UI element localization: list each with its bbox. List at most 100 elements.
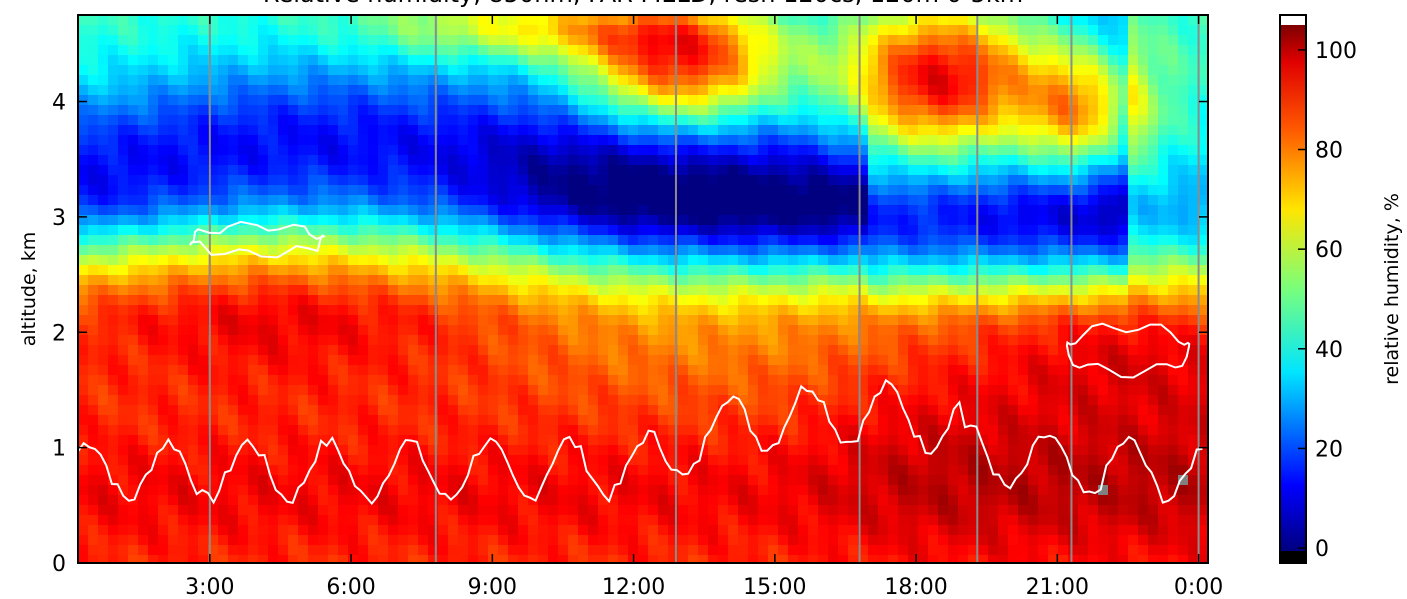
heatmap-cell bbox=[158, 365, 169, 376]
heatmap-cell bbox=[88, 65, 99, 76]
heatmap-cell bbox=[788, 315, 799, 326]
heatmap-cell bbox=[308, 15, 319, 26]
heatmap-cell bbox=[508, 455, 519, 466]
heatmap-cell bbox=[138, 535, 149, 546]
heatmap-cell bbox=[578, 155, 589, 166]
heatmap-cell bbox=[538, 245, 549, 256]
heatmap-cell bbox=[328, 475, 339, 486]
heatmap-cell bbox=[678, 555, 689, 563]
heatmap-cell bbox=[188, 305, 199, 316]
heatmap-cell bbox=[268, 85, 279, 96]
heatmap-cell bbox=[908, 75, 919, 86]
heatmap-cell bbox=[888, 65, 899, 76]
heatmap-cell bbox=[298, 285, 309, 296]
heatmap-cell bbox=[218, 405, 229, 416]
heatmap-cell bbox=[578, 205, 589, 216]
heatmap-cell bbox=[798, 135, 809, 146]
heatmap-cell bbox=[728, 435, 739, 446]
heatmap-cell bbox=[278, 205, 289, 216]
heatmap-cell bbox=[108, 165, 119, 176]
heatmap-cell bbox=[148, 65, 159, 76]
heatmap-cell bbox=[928, 65, 939, 76]
heatmap-cell bbox=[98, 465, 109, 476]
heatmap-cell bbox=[618, 125, 629, 136]
heatmap-cell bbox=[858, 105, 869, 116]
heatmap-cell bbox=[568, 495, 579, 506]
heatmap-cell bbox=[88, 355, 99, 366]
heatmap-cell bbox=[108, 85, 119, 96]
heatmap-cell bbox=[78, 355, 89, 366]
heatmap-cell bbox=[208, 125, 219, 136]
heatmap-cell bbox=[138, 65, 149, 76]
heatmap-cell bbox=[218, 495, 229, 506]
heatmap-cell bbox=[158, 335, 169, 346]
heatmap-cell bbox=[98, 305, 109, 316]
heatmap-cell bbox=[568, 15, 579, 26]
heatmap-cell bbox=[518, 25, 529, 36]
heatmap-cell bbox=[948, 395, 959, 406]
heatmap-cell bbox=[318, 545, 329, 556]
heatmap-cell bbox=[118, 305, 129, 316]
heatmap-cell bbox=[608, 155, 619, 166]
heatmap-cell bbox=[628, 545, 639, 556]
heatmap-cell bbox=[608, 535, 619, 546]
heatmap-cell bbox=[758, 125, 769, 136]
heatmap-cell bbox=[288, 325, 299, 336]
heatmap-cell bbox=[98, 335, 109, 346]
heatmap-cell bbox=[868, 335, 879, 346]
heatmap-cell bbox=[578, 355, 589, 366]
heatmap-cell bbox=[478, 285, 489, 296]
heatmap-cell bbox=[328, 345, 339, 356]
heatmap-cell bbox=[888, 485, 899, 496]
heatmap-cell bbox=[118, 75, 129, 86]
heatmap-cell bbox=[818, 285, 829, 296]
heatmap-cell bbox=[538, 535, 549, 546]
heatmap-cell bbox=[908, 165, 919, 176]
heatmap-cell bbox=[148, 395, 159, 406]
heatmap-cell bbox=[578, 335, 589, 346]
heatmap-cell bbox=[508, 375, 519, 386]
heatmap-cell bbox=[378, 235, 389, 246]
heatmap-cell bbox=[318, 425, 329, 436]
heatmap-cell bbox=[108, 305, 119, 316]
heatmap-cell bbox=[428, 545, 439, 556]
heatmap-cell bbox=[658, 225, 669, 236]
heatmap-cell bbox=[868, 115, 879, 126]
heatmap-cell bbox=[508, 125, 519, 136]
heatmap-cell bbox=[478, 255, 489, 266]
heatmap-cell bbox=[728, 485, 739, 496]
heatmap-cell bbox=[168, 225, 179, 236]
heatmap-cell bbox=[198, 245, 209, 256]
heatmap-cell bbox=[858, 35, 869, 46]
heatmap-cell bbox=[178, 65, 189, 76]
heatmap-cell bbox=[528, 525, 539, 536]
heatmap-cell bbox=[288, 475, 299, 486]
heatmap-cell bbox=[78, 465, 89, 476]
heatmap-cell bbox=[288, 525, 299, 536]
heatmap-cell bbox=[698, 205, 709, 216]
heatmap-cell bbox=[918, 95, 929, 106]
heatmap-cell bbox=[328, 205, 339, 216]
heatmap-cell bbox=[568, 245, 579, 256]
heatmap-cell bbox=[458, 55, 469, 66]
heatmap-cell bbox=[568, 255, 579, 266]
heatmap-cell bbox=[228, 395, 239, 406]
heatmap-cell bbox=[758, 45, 769, 56]
heatmap-cell bbox=[948, 175, 959, 186]
heatmap-cell bbox=[378, 275, 389, 286]
heatmap-cell bbox=[458, 365, 469, 376]
heatmap-cell bbox=[358, 65, 369, 76]
heatmap-cell bbox=[248, 145, 259, 156]
heatmap-cell bbox=[958, 295, 969, 306]
heatmap-cell bbox=[658, 25, 669, 36]
heatmap-cell bbox=[128, 355, 139, 366]
heatmap-cell bbox=[138, 145, 149, 156]
heatmap-cell bbox=[448, 525, 459, 536]
heatmap-cell bbox=[138, 315, 149, 326]
heatmap-cell bbox=[238, 475, 249, 486]
heatmap-cell bbox=[558, 195, 569, 206]
heatmap-cell bbox=[558, 295, 569, 306]
heatmap-cell bbox=[168, 195, 179, 206]
heatmap-cell bbox=[798, 55, 809, 66]
heatmap-cell bbox=[318, 125, 329, 136]
